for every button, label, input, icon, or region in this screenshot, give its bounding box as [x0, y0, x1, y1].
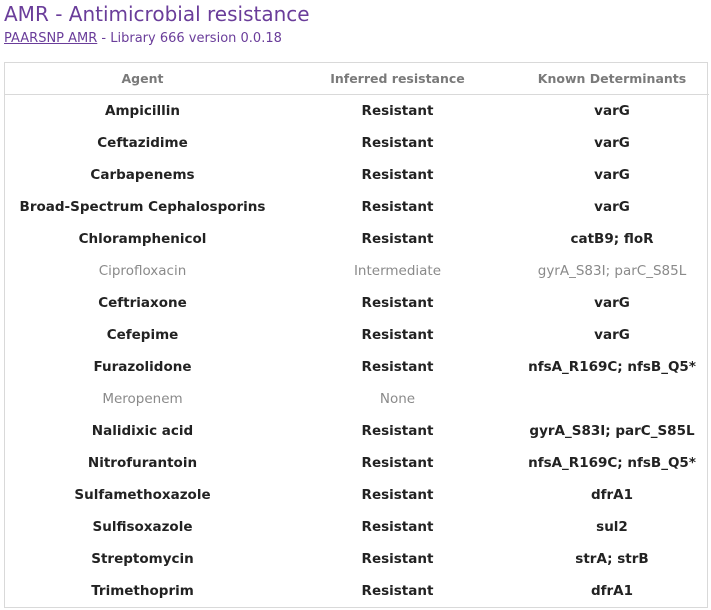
- determinants-cell: varG: [594, 199, 630, 215]
- table-row: Ceftazidime Resistant varG: [5, 127, 709, 159]
- resistance-cell: Resistant: [361, 199, 434, 215]
- table-body: Ampicillin Resistant varG Ceftazidime Resis…: [5, 95, 709, 608]
- determinants-cell: varG: [594, 103, 630, 119]
- table-row: Broad-Spectrum Cephalosporins Resistant va…: [5, 191, 709, 223]
- agent-cell: Sulfisoxazole: [92, 519, 193, 535]
- resistance-cell: Resistant: [361, 103, 434, 119]
- agent-cell: Nitrofurantoin: [87, 455, 198, 471]
- agent-cell: Ceftriaxone: [98, 295, 187, 311]
- determinants-cell: catB9; floR: [570, 231, 654, 247]
- table-header-row: Agent Inferred resistance Known Determin…: [5, 63, 709, 95]
- page-title: AMR - Antimicrobial resistance: [4, 2, 310, 26]
- resistance-cell: Resistant: [361, 167, 434, 183]
- table-row: Ceftriaxone Resistant varG: [5, 287, 709, 319]
- determinants-cell: dfrA1: [590, 487, 634, 503]
- resistance-cell: Resistant: [361, 135, 434, 151]
- determinants-cell: varG: [594, 295, 630, 311]
- agent-cell: Sulfamethoxazole: [74, 487, 211, 503]
- determinants-cell: varG: [594, 167, 630, 183]
- resistance-cell: Resistant: [361, 583, 434, 599]
- table-row: Carbapenems Resistant varG: [5, 159, 709, 191]
- column-header-agent[interactable]: Agent: [5, 63, 280, 95]
- resistance-cell: Resistant: [361, 519, 434, 535]
- agent-cell: Nalidixic acid: [91, 423, 194, 439]
- resistance-cell: Resistant: [361, 551, 434, 567]
- column-header-inferred-resistance[interactable]: Inferred resistance: [280, 63, 515, 95]
- paarsnp-amr-link[interactable]: PAARSNP AMR: [4, 31, 98, 46]
- agent-cell: Furazolidone: [93, 359, 192, 375]
- resistance-cell: Resistant: [361, 359, 434, 375]
- table-row: Nitrofurantoin Resistant nfsA_R169C; nfsB_…: [5, 447, 709, 479]
- determinants-cell: sul2: [596, 519, 628, 535]
- table-row: Sulfamethoxazole Resistant dfrA1: [5, 479, 709, 511]
- resistance-cell: Resistant: [361, 327, 434, 343]
- determinants-cell: [515, 383, 709, 415]
- resistance-cell: Resistant: [361, 487, 434, 503]
- column-header-known-determinants[interactable]: Known Determinants: [515, 63, 709, 95]
- agent-cell: Carbapenems: [90, 167, 195, 183]
- table-row: Chloramphenicol Resistant catB9; floR: [5, 223, 709, 255]
- determinants-cell: varG: [594, 135, 630, 151]
- resistance-cell: None: [379, 391, 416, 407]
- amr-table-container: Agent Inferred resistance Known Determin…: [4, 62, 709, 608]
- agent-cell: Ceftazidime: [97, 135, 188, 151]
- table-row: Ampicillin Resistant varG: [5, 95, 709, 128]
- agent-cell: Ampicillin: [105, 103, 180, 119]
- agent-cell: Meropenem: [102, 391, 183, 407]
- agent-cell: Ciprofloxacin: [98, 263, 187, 279]
- resistance-cell: Resistant: [361, 423, 434, 439]
- table-row: Meropenem None: [5, 383, 709, 415]
- agent-cell: Cefepime: [106, 327, 179, 343]
- table-row: Trimethoprim Resistant dfrA1: [5, 575, 709, 607]
- determinants-cell: gyrA_S83I; parC_S85L: [537, 263, 687, 279]
- resistance-cell: Resistant: [361, 295, 434, 311]
- table-row: Ciprofloxacin Intermediate gyrA_S83I; parC…: [5, 255, 709, 287]
- determinants-cell: dfrA1: [590, 583, 634, 599]
- determinants-cell: strA; strB: [575, 551, 649, 567]
- agent-cell: Streptomycin: [91, 551, 194, 567]
- determinants-cell: nfsA_R169C; nfsB_Q5*: [528, 455, 696, 471]
- agent-cell: Chloramphenicol: [78, 231, 207, 247]
- table-row: Nalidixic acid Resistant gyrA_S83I; parC_S…: [5, 415, 709, 447]
- library-version-text: - Library 666 version 0.0.18: [97, 31, 282, 46]
- resistance-cell: Intermediate: [353, 263, 442, 279]
- determinants-cell: varG: [594, 327, 630, 343]
- subtitle: PAARSNP AMR - Library 666 version 0.0.18: [4, 31, 282, 46]
- table-row: Streptomycin Resistant strA; strB: [5, 543, 709, 575]
- determinants-cell: nfsA_R169C; nfsB_Q5*: [528, 359, 696, 375]
- agent-cell: Broad-Spectrum Cephalosporins: [19, 199, 266, 215]
- table-row: Furazolidone Resistant nfsA_R169C; nfsB_Q5…: [5, 351, 709, 383]
- amr-table: Agent Inferred resistance Known Determin…: [5, 63, 709, 607]
- determinants-cell: gyrA_S83I; parC_S85L: [529, 423, 695, 439]
- table-row: Cefepime Resistant varG: [5, 319, 709, 351]
- resistance-cell: Resistant: [361, 455, 434, 471]
- agent-cell: Trimethoprim: [91, 583, 194, 599]
- table-row: Sulfisoxazole Resistant sul2: [5, 511, 709, 543]
- resistance-cell: Resistant: [361, 231, 434, 247]
